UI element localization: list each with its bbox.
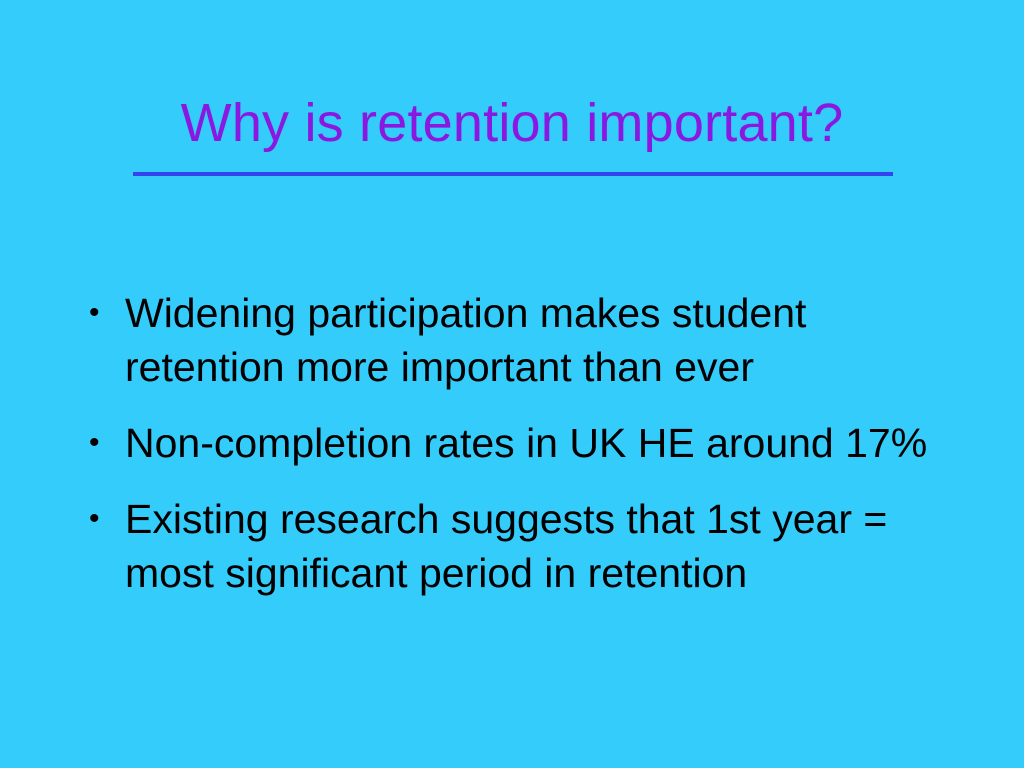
list-item: • Existing research suggests that 1st ye…: [86, 492, 956, 600]
title-underline-rule: [133, 172, 893, 176]
slide-title-block: Why is retention important?: [0, 93, 1024, 176]
slide-bullet-list: • Widening participation makes student r…: [86, 286, 956, 600]
page-title: Why is retention important?: [180, 93, 844, 153]
bullet-point-icon: •: [89, 296, 100, 329]
list-item: • Non-completion rates in UK HE around 1…: [86, 416, 956, 470]
list-item-label: Existing research suggests that 1st year…: [125, 496, 888, 596]
list-item-label: Non-completion rates in UK HE around 17%: [125, 420, 928, 466]
list-item: • Widening participation makes student r…: [86, 286, 956, 394]
bullet-point-icon: •: [89, 502, 100, 535]
list-item-label: Widening participation makes student ret…: [125, 290, 807, 390]
bullet-point-icon: •: [89, 426, 100, 459]
